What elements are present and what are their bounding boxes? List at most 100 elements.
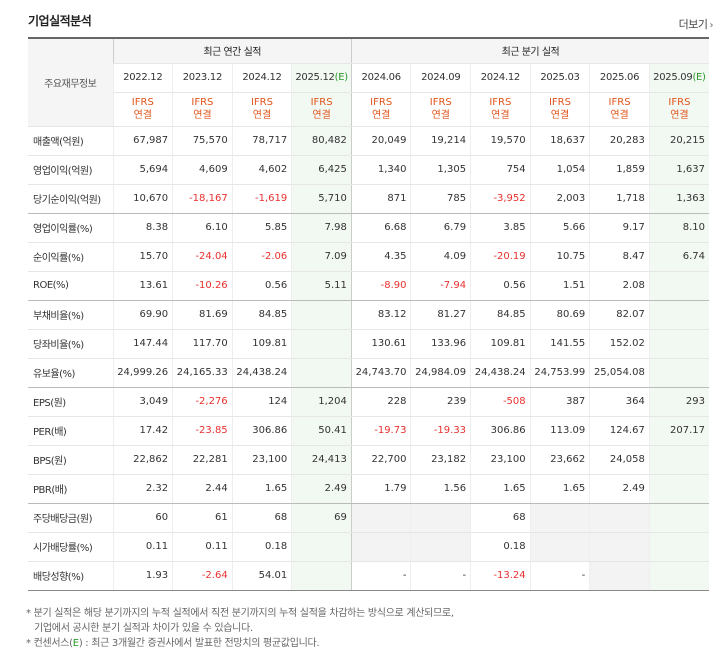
more-link[interactable]: 더보기 › [678,16,714,32]
table-cell: 6.74 [648,242,709,272]
table-cell: 1.65 [529,474,590,504]
table-cell [410,532,471,562]
table-cell: 1,859 [589,155,650,185]
more-label: 더보기 [678,18,708,31]
table-corner-label: 주요재무정보 [28,38,113,127]
table-cell: 6,425 [291,155,352,185]
table-cell: 24,984.09 [410,358,471,388]
table-cell: 306.86 [231,416,292,446]
table-row: BPS(원) 22,862 22,281 23,100 24,413 22,700 23,1… [28,445,709,475]
table-cell: 113.09 [529,416,590,446]
table-cell: 24,753.99 [529,358,590,388]
table-cell: -19.33 [410,416,471,446]
period-header: 2025.03 [529,63,590,93]
table-row: 배당성향(%) 1.93 -2.64 54.01- - -13.24- [28,561,709,591]
row-label: 유보율(%) [28,358,113,388]
table-cell: 871 [350,184,411,214]
table-cell: 5.66 [529,213,590,243]
table-row: 주당배당금(원) 60 61 68 69 68 [28,503,709,533]
table-cell [648,300,709,330]
ifrs-label: IFRS 연결 [172,92,233,127]
table-cell: -1,619 [231,184,292,214]
table-row: 당기순이익(억원) 10,670 -18,167 -1,619 5,710 871 785-… [28,184,709,214]
table-cell: 23,662 [529,445,590,475]
table-cell: 5.11 [291,271,352,301]
ifrs-label: IFRS 연결 [350,92,411,127]
table-cell: 2.49 [589,474,650,504]
table-cell: 130.61 [350,329,411,359]
table-cell: 24,413 [291,445,352,475]
table-cell: 2.32 [112,474,173,504]
table-cell: -3,952 [470,184,531,214]
table-cell: 1,718 [589,184,650,214]
table-cell: 67,987 [112,126,173,156]
row-label: 영업이익(억원) [28,155,113,185]
table-row: 유보율(%) 24,999.26 24,165.33 24,438.24 24,743.… [28,358,709,388]
table-cell: 50.41 [291,416,352,446]
table-cell: 1.93 [112,561,173,591]
table-cell: 0.11 [172,532,233,562]
chevron-right-icon: › [709,20,714,31]
table-cell: 81.27 [410,300,471,330]
row-label: 배당성향(%) [28,561,113,591]
table-cell: 0.11 [112,532,173,562]
table-cell [648,271,709,301]
table-cell: 1,363 [648,184,709,214]
table-cell: 19,214 [410,126,471,156]
table-cell: 68 [470,503,531,533]
table-cell [410,503,471,533]
table-cell: 0.18 [231,532,292,562]
table-cell [291,300,352,330]
table-cell: 1,637 [648,155,709,185]
table-cell: - [529,561,590,591]
period-header: 2024.12 [231,63,292,93]
table-cell: 22,700 [350,445,411,475]
table-cell: -7.94 [410,271,471,301]
table-cell [648,445,709,475]
row-label: EPS(원) [28,387,113,417]
table-cell: 23,100 [470,445,531,475]
table-cell: 2.08 [589,271,650,301]
table-cell: 0.56 [231,271,292,301]
table-cell: 69.90 [112,300,173,330]
table-cell: 25,054.08 [589,358,650,388]
table-cell: -23.85 [172,416,233,446]
table-cell: -20.19 [470,242,531,272]
table-cell: 228 [350,387,411,417]
period-header: 2025.09(E) [648,63,709,93]
table-cell: 10.75 [529,242,590,272]
table-cell: 124.67 [589,416,650,446]
table-cell [291,358,352,388]
table-cell: 4.35 [350,242,411,272]
footnotes: * 분기 실적은 해당 분기까지의 누적 실적에서 직전 분기까지의 누적 실적… [26,606,454,651]
table-cell: -2.64 [172,561,233,591]
table-cell: 109.81 [231,329,292,359]
table-cell: 785 [410,184,471,214]
ifrs-label: IFRS 연결 [112,92,173,127]
row-label: 시가배당률(%) [28,532,113,562]
table-row: 영업이익률(%) 8.38 6.10 5.85 7.98 6.68 6.79 3.85 5.66… [28,213,709,243]
table-cell: - [350,561,411,591]
table-cell [291,532,352,562]
table-cell: 117.70 [172,329,233,359]
table-cell: 387 [529,387,590,417]
period-header: 2022.12 [112,63,173,93]
table-cell: 2.49 [291,474,352,504]
table-cell: 24,743.70 [350,358,411,388]
table-row: 시가배당률(%) 0.11 0.11 0.18 0.18 [28,532,709,562]
table-cell: 5,694 [112,155,173,185]
table-cell: 20,283 [589,126,650,156]
table-cell: 7.09 [291,242,352,272]
table-cell [291,561,352,591]
table-cell: 1.51 [529,271,590,301]
row-label: 매출액(억원) [28,126,113,156]
footnote-1-cont: 기업에서 공시한 분기 실적과 차이가 있을 수 있습니다. [34,623,253,634]
section-title: 기업실적분석 [28,14,92,28]
table-cell: -2.06 [231,242,292,272]
table-cell: 83.12 [350,300,411,330]
table-cell: 5,710 [291,184,352,214]
table-cell: 81.69 [172,300,233,330]
table-cell: 133.96 [410,329,471,359]
table-cell: 1,054 [529,155,590,185]
table-cell: 6.79 [410,213,471,243]
